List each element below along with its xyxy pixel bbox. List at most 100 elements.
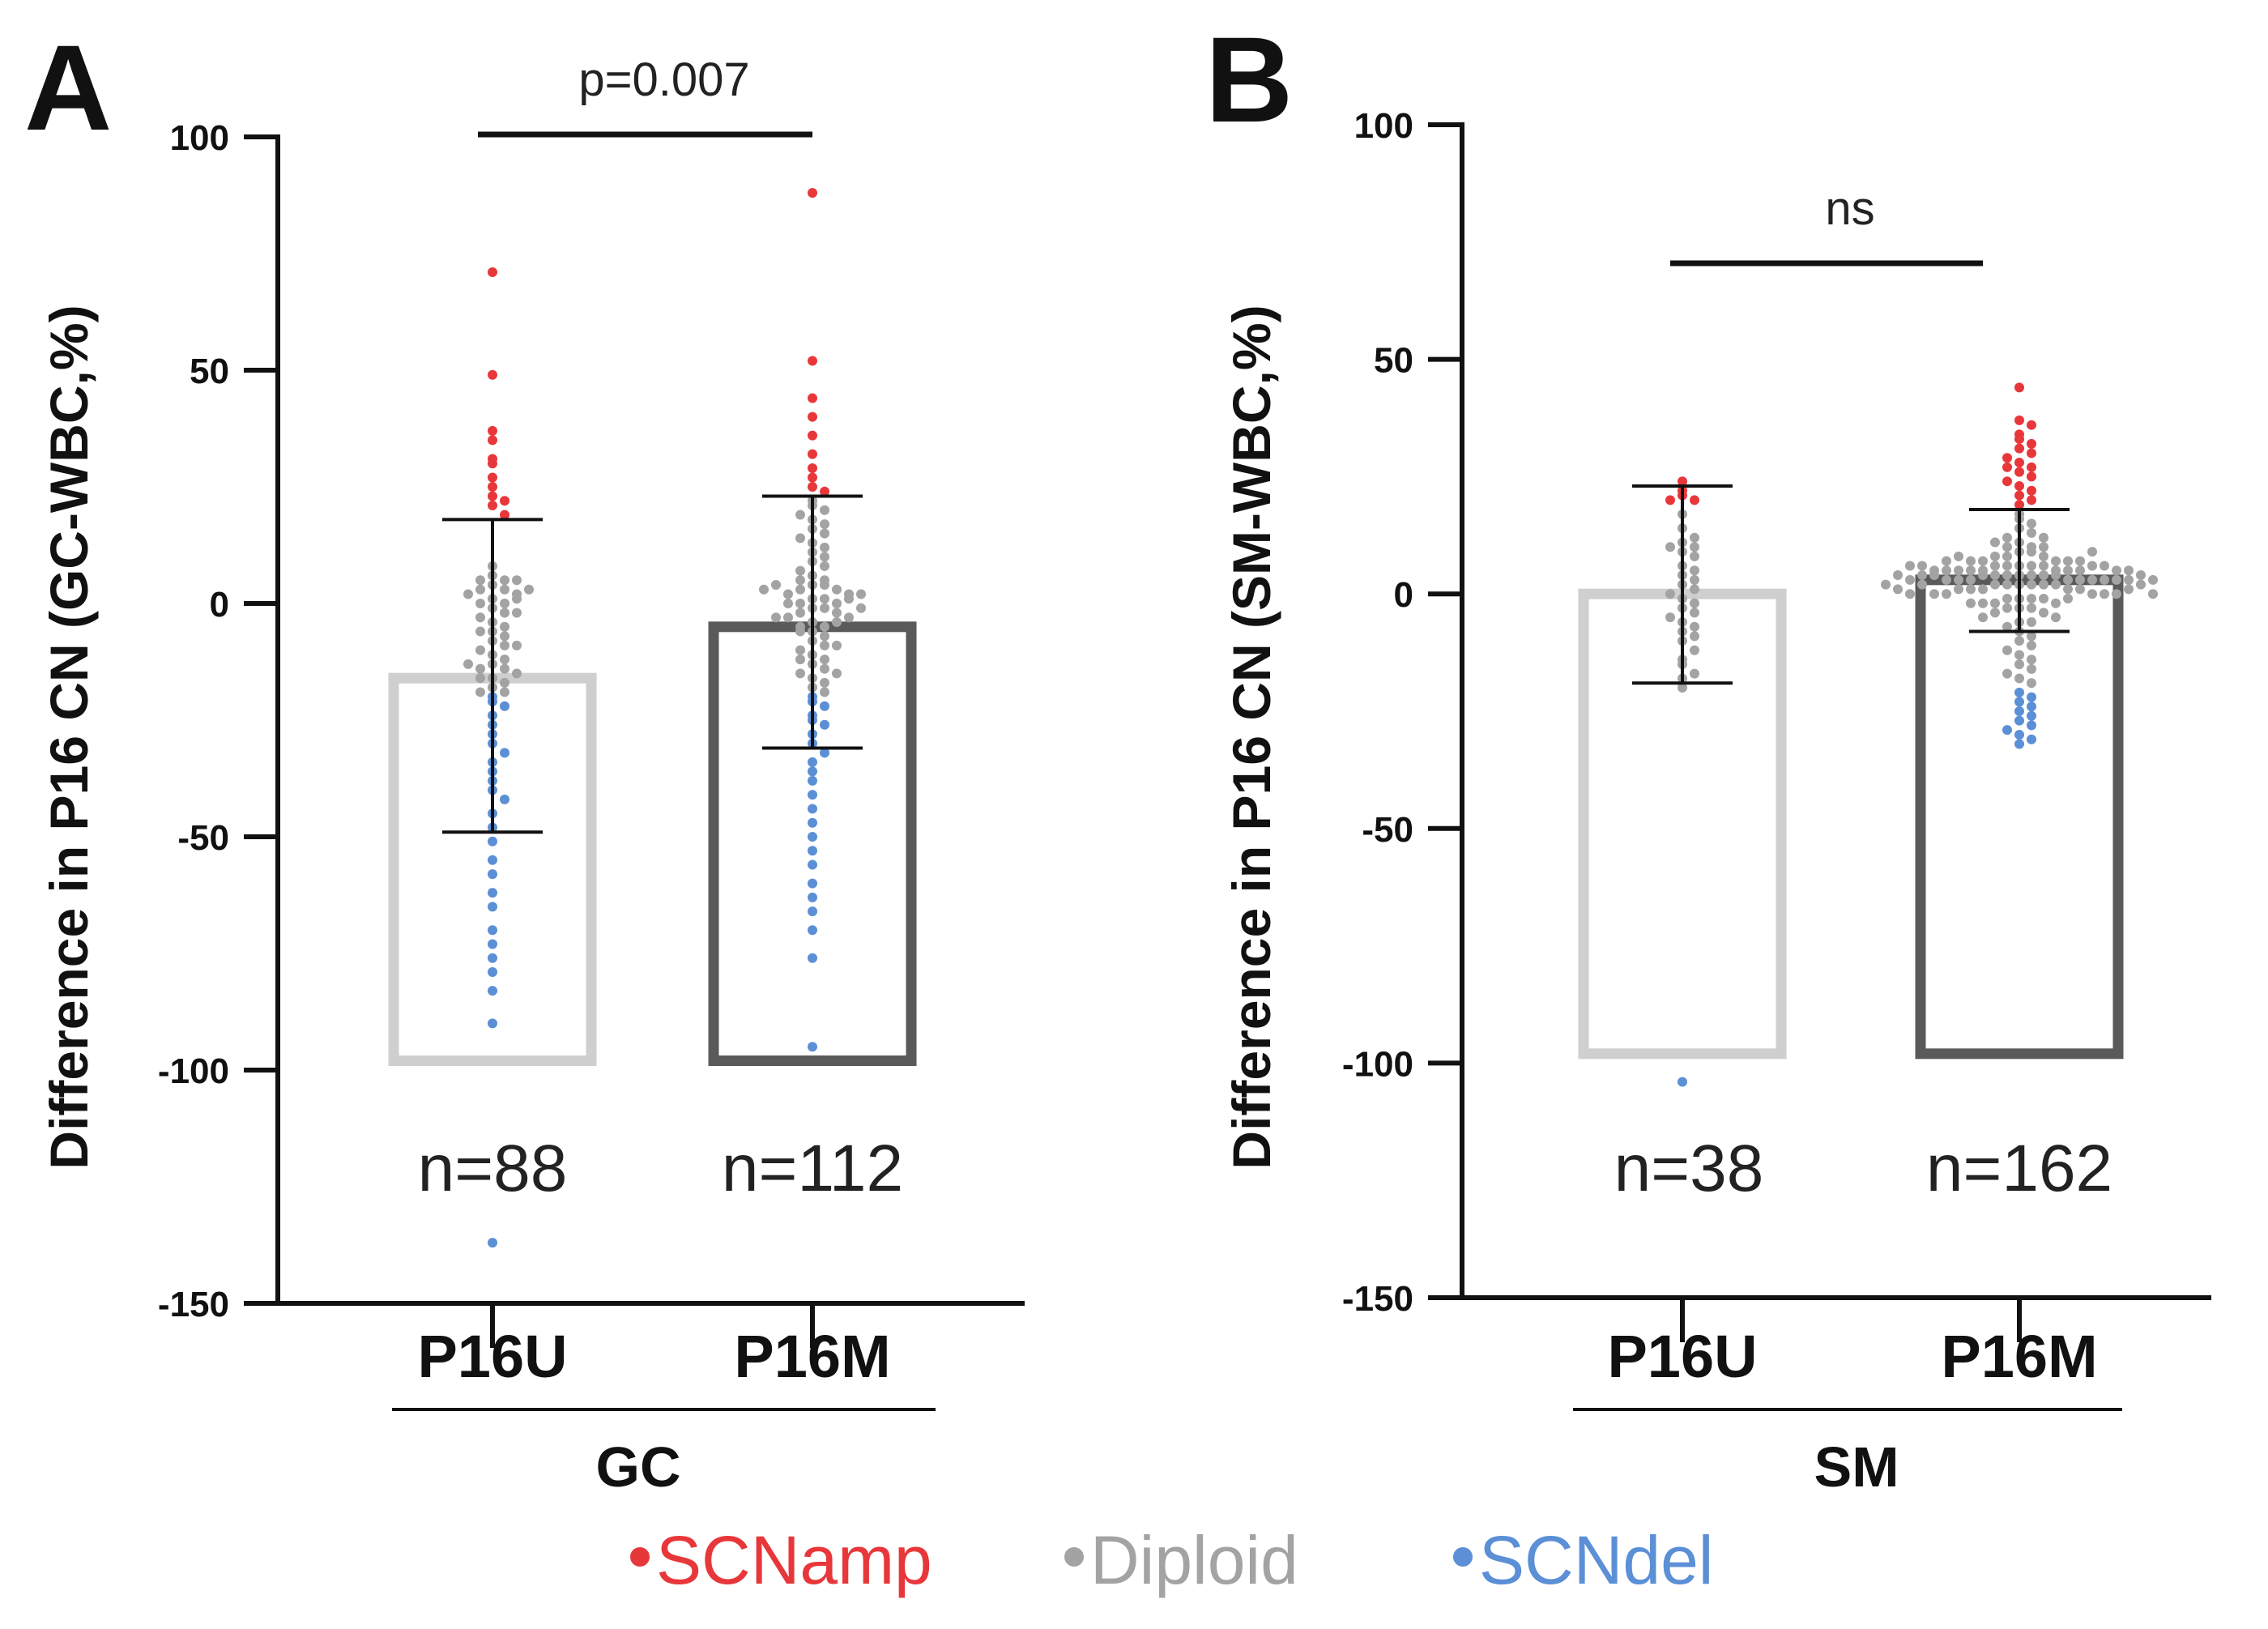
point-diploid	[1942, 556, 1951, 566]
point-scnamp	[500, 510, 509, 520]
category-label-b-p16m: P16M	[1941, 1323, 2097, 1390]
point-scnamp	[2027, 438, 2036, 449]
point-scndel	[2027, 720, 2036, 731]
point-diploid	[1893, 584, 1903, 595]
point-scnamp	[808, 188, 817, 198]
point-scnamp	[2014, 415, 2024, 425]
point-diploid	[2051, 598, 2061, 608]
point-scndel	[2014, 697, 2024, 707]
point-diploid	[2112, 565, 2121, 576]
point-diploid	[1954, 551, 1963, 561]
point-diploid	[2148, 574, 2158, 585]
point-scnamp	[2027, 420, 2036, 430]
point-scndel	[808, 790, 817, 800]
point-diploid	[1942, 589, 1951, 599]
point-scndel	[2027, 701, 2036, 712]
point-scnamp	[1665, 495, 1675, 505]
point-diploid	[856, 589, 866, 599]
point-diploid	[820, 594, 829, 604]
y-tick-label: -100	[1342, 1044, 1413, 1084]
point-scndel	[500, 748, 509, 758]
point-diploid	[783, 599, 793, 608]
point-diploid	[475, 599, 485, 608]
n-label-a-p16u: n=88	[418, 1132, 568, 1205]
point-diploid	[2014, 659, 2024, 670]
point-diploid	[1978, 598, 1988, 608]
point-scndel	[488, 869, 497, 880]
significance-label-b: ns	[1825, 182, 1874, 235]
point-diploid	[1978, 556, 1988, 566]
point-diploid	[2002, 532, 2012, 543]
point-diploid	[500, 608, 509, 618]
point-diploid	[1690, 565, 1699, 576]
point-diploid	[500, 575, 509, 586]
point-scndel	[488, 888, 497, 898]
point-diploid	[783, 612, 793, 623]
point-diploid	[2087, 589, 2097, 599]
point-diploid	[500, 663, 509, 674]
point-scnamp	[488, 491, 497, 501]
y-tick-label: 0	[210, 585, 229, 625]
point-diploid	[1690, 542, 1699, 552]
point-diploid	[500, 687, 509, 697]
point-diploid	[1690, 631, 1699, 642]
point-diploid	[2027, 570, 2036, 581]
significance-label-a: p=0.007	[578, 53, 749, 106]
point-diploid	[832, 640, 842, 650]
point-diploid	[1954, 565, 1963, 576]
point-diploid	[832, 668, 842, 679]
y-tick-label: 50	[1374, 341, 1413, 381]
point-diploid	[2002, 551, 2012, 561]
point-diploid	[1905, 574, 1915, 585]
point-diploid	[1990, 579, 2000, 590]
point-diploid	[512, 640, 522, 650]
point-diploid	[2027, 579, 2036, 590]
point-scndel	[488, 1018, 497, 1029]
point-diploid	[2002, 621, 2012, 632]
point-scndel	[488, 1238, 497, 1248]
legend-dot-diploid	[1064, 1547, 1084, 1567]
point-diploid	[2100, 561, 2109, 571]
point-diploid	[2063, 593, 2073, 603]
point-diploid	[1690, 532, 1699, 543]
point-diploid	[2027, 561, 2036, 571]
point-diploid	[1905, 561, 1915, 571]
point-diploid	[1990, 537, 2000, 548]
panel-a: A Difference in P16 CN (GC-WBC,%) p=0.00…	[24, 19, 1025, 1499]
point-scnamp	[500, 496, 509, 506]
point-diploid	[1978, 584, 1988, 595]
point-diploid	[2014, 650, 2024, 660]
point-diploid	[1690, 645, 1699, 655]
point-diploid	[820, 579, 829, 590]
point-diploid	[1929, 589, 1939, 599]
point-diploid	[1966, 556, 1976, 566]
point-diploid	[500, 621, 509, 632]
point-diploid	[1966, 598, 1976, 608]
n-label-b-p16u: n=38	[1614, 1132, 1764, 1205]
point-scnamp	[1690, 495, 1699, 505]
point-scnamp	[2027, 495, 2036, 505]
point-diploid	[1690, 584, 1699, 595]
point-diploid	[1690, 574, 1699, 585]
point-scndel	[488, 967, 497, 978]
point-diploid	[2075, 556, 2085, 566]
point-diploid	[795, 608, 805, 618]
point-diploid	[475, 575, 485, 586]
point-diploid	[820, 621, 829, 632]
point-scnamp	[808, 463, 817, 473]
point-scndel	[808, 757, 817, 767]
point-scnamp	[2002, 476, 2012, 487]
point-diploid	[463, 589, 473, 599]
legend: SCNamp Diploid SCNdel	[630, 1522, 1713, 1598]
point-scnamp	[488, 425, 497, 436]
point-diploid	[2112, 574, 2121, 585]
point-diploid	[475, 612, 485, 623]
point-scnamp	[2002, 453, 2012, 463]
point-scndel	[488, 902, 497, 912]
category-label-b-p16u: P16U	[1607, 1323, 1757, 1390]
point-diploid	[2002, 603, 2012, 613]
point-scndel	[820, 719, 829, 730]
y-tick-label: -100	[158, 1051, 229, 1091]
point-scnamp	[2014, 458, 2024, 468]
